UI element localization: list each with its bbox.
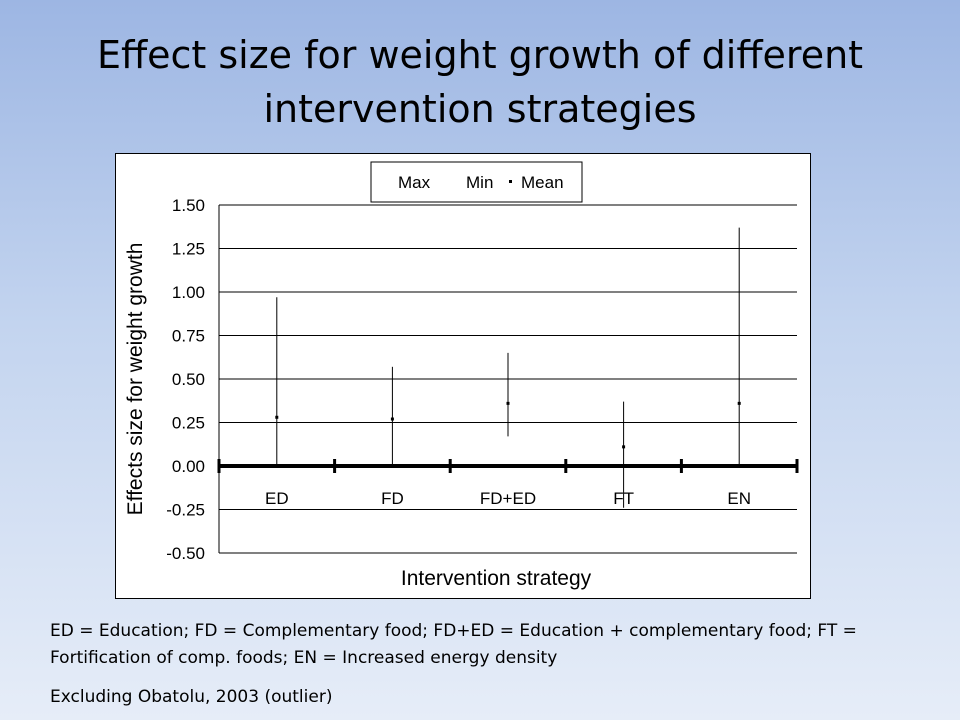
y-tick-label: 1.50 bbox=[172, 196, 205, 215]
y-tick-label: -0.50 bbox=[166, 544, 205, 563]
mean-marker bbox=[737, 401, 741, 405]
x-tick-label: ED bbox=[265, 489, 289, 508]
y-tick-label: 0.50 bbox=[172, 370, 205, 389]
x-tick-label: FT bbox=[613, 489, 634, 508]
y-tick-label: 1.25 bbox=[172, 240, 205, 259]
mean-marker bbox=[275, 415, 279, 419]
legend-entry-mean: Mean bbox=[521, 173, 564, 192]
x-axis-title: Intervention strategy bbox=[401, 567, 592, 590]
y-tick-label: 0.25 bbox=[172, 414, 205, 433]
hilo-chart: 1.50 1.25 1.00 0.75 0.50 0.25 0.00 -0.25 -0.50 ED… bbox=[124, 161, 799, 590]
outlier-note: Excluding Obatolu, 2003 (outlier) bbox=[50, 687, 333, 707]
x-tick-label: EN bbox=[727, 489, 751, 508]
y-tick-label: -0.25 bbox=[166, 501, 205, 520]
slide-title-line-1: Effect size for weight growth of differe… bbox=[96, 33, 864, 77]
x-tick-label: FD+ED bbox=[480, 489, 536, 508]
legend-box bbox=[370, 161, 583, 203]
x-tick-label: FD bbox=[381, 489, 404, 508]
y-tick-label: 0.00 bbox=[172, 457, 205, 476]
slide-title-line-2: intervention strategies bbox=[263, 87, 697, 131]
y-tick-label: 1.00 bbox=[172, 283, 205, 302]
y-tick-label: 0.75 bbox=[172, 327, 205, 346]
chart-frame: 1.50 1.25 1.00 0.75 0.50 0.25 0.00 -0.25 -0.50 ED… bbox=[115, 153, 811, 599]
mean-marker bbox=[622, 445, 626, 449]
y-axis-title: Effects size for weight growth bbox=[124, 243, 147, 516]
legend-mean-marker bbox=[509, 180, 512, 183]
mean-marker bbox=[390, 417, 394, 421]
slide-title: Effect size for weight growth of differe… bbox=[40, 28, 920, 136]
legend-entry-min: Min bbox=[466, 173, 493, 192]
abbreviation-caption: ED = Education; FD = Complementary food;… bbox=[50, 621, 857, 668]
legend-entry-max: Max bbox=[398, 173, 431, 192]
mean-marker bbox=[506, 401, 510, 405]
